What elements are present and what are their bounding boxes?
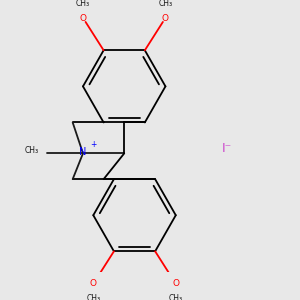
Text: O: O (172, 279, 179, 288)
Text: O: O (90, 279, 97, 288)
Text: N: N (79, 147, 87, 157)
Text: I⁻: I⁻ (222, 142, 233, 155)
Text: O: O (80, 14, 86, 22)
Text: CH₃: CH₃ (25, 146, 39, 155)
Text: +: + (91, 140, 97, 149)
Text: CH₃: CH₃ (169, 294, 183, 300)
Text: CH₃: CH₃ (76, 0, 90, 8)
Text: O: O (162, 14, 169, 22)
Text: CH₃: CH₃ (86, 294, 100, 300)
Text: CH₃: CH₃ (158, 0, 172, 8)
